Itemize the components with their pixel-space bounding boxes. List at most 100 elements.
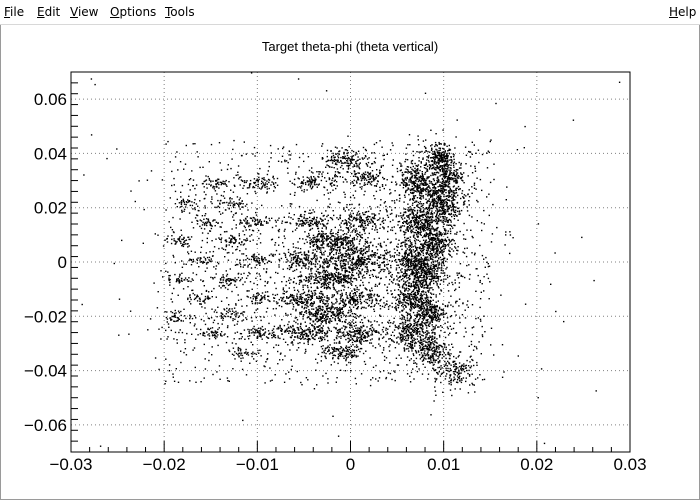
data-point xyxy=(434,168,436,171)
data-point xyxy=(401,305,403,307)
data-point xyxy=(334,289,337,291)
data-point xyxy=(439,197,441,200)
data-point xyxy=(357,255,359,257)
data-point xyxy=(403,253,406,255)
data-point xyxy=(451,248,453,250)
data-point xyxy=(431,329,433,331)
data-point xyxy=(425,184,427,186)
data-point xyxy=(421,344,424,346)
data-point xyxy=(447,176,449,179)
data-point xyxy=(417,180,420,183)
data-point xyxy=(445,348,447,351)
data-point xyxy=(439,166,442,168)
data-point xyxy=(345,260,347,262)
menu-options-label: ptions xyxy=(119,5,157,19)
data-point xyxy=(416,269,419,272)
data-point xyxy=(355,173,357,175)
menu-view[interactable]: View xyxy=(70,5,98,19)
data-point xyxy=(446,145,448,147)
data-point xyxy=(376,259,379,261)
data-point xyxy=(385,208,387,211)
data-point xyxy=(427,248,429,250)
data-point xyxy=(460,378,463,380)
data-point xyxy=(442,179,445,181)
data-point xyxy=(390,322,392,324)
data-point xyxy=(409,332,411,334)
data-point xyxy=(361,262,363,264)
data-point xyxy=(421,222,424,224)
data-point xyxy=(418,194,421,196)
data-point xyxy=(360,279,362,281)
data-point xyxy=(332,249,335,251)
data-point xyxy=(425,272,428,274)
data-point xyxy=(336,240,338,243)
data-point xyxy=(450,240,452,242)
data-point xyxy=(433,166,435,168)
menu-file[interactable]: File xyxy=(4,5,24,19)
data-point xyxy=(397,284,399,286)
data-point xyxy=(455,233,458,235)
data-point xyxy=(391,175,394,178)
data-point xyxy=(426,156,428,158)
data-point xyxy=(448,159,450,161)
menu-options[interactable]: Options xyxy=(110,5,156,19)
data-point xyxy=(326,262,328,265)
data-point xyxy=(365,241,368,243)
data-point xyxy=(442,219,444,221)
data-point xyxy=(427,271,429,273)
data-point xyxy=(456,176,459,178)
data-point xyxy=(406,215,408,217)
menu-tools[interactable]: Tools xyxy=(165,5,195,19)
data-point xyxy=(401,263,403,266)
data-point xyxy=(364,256,366,258)
data-point xyxy=(390,293,393,296)
data-point xyxy=(417,263,420,265)
data-point xyxy=(403,208,405,210)
data-point xyxy=(404,263,406,266)
menu-help[interactable]: Help xyxy=(669,5,696,19)
data-point xyxy=(456,207,459,209)
data-point xyxy=(421,302,423,304)
data-point xyxy=(427,226,429,229)
data-point xyxy=(405,339,407,342)
data-point xyxy=(350,226,352,228)
data-point xyxy=(428,265,430,267)
root-canvas[interactable]: Target theta-phi (theta vertical) −0.03−… xyxy=(0,25,700,500)
data-point xyxy=(411,328,413,330)
data-point xyxy=(417,253,419,255)
menu-edit[interactable]: Edit xyxy=(37,5,60,19)
data-point xyxy=(435,305,437,307)
data-point xyxy=(424,208,426,210)
data-point xyxy=(418,344,421,347)
data-point xyxy=(409,248,411,250)
data-point xyxy=(376,229,378,231)
data-point xyxy=(403,287,405,289)
data-point xyxy=(434,141,437,144)
data-point xyxy=(417,135,419,137)
data-point xyxy=(406,295,408,297)
data-point xyxy=(418,313,420,316)
data-point xyxy=(400,216,403,219)
data-point xyxy=(373,178,375,180)
data-point xyxy=(425,325,428,327)
data-point xyxy=(440,189,442,192)
data-point xyxy=(422,197,425,199)
data-point xyxy=(411,189,413,191)
data-point xyxy=(389,242,392,244)
data-point xyxy=(439,220,441,222)
data-point xyxy=(454,214,457,216)
data-point xyxy=(350,267,353,270)
data-point xyxy=(366,179,368,181)
data-point xyxy=(434,361,436,363)
data-point xyxy=(316,240,319,243)
data-point xyxy=(430,355,432,357)
data-point xyxy=(324,270,327,272)
data-point xyxy=(411,244,413,246)
data-point xyxy=(401,174,404,176)
scatter-plot[interactable]: Target theta-phi (theta vertical) −0.03−… xyxy=(1,25,699,499)
data-point xyxy=(459,375,461,378)
data-point xyxy=(402,338,404,340)
data-point xyxy=(367,218,370,220)
data-point xyxy=(450,173,452,175)
data-point xyxy=(439,212,441,215)
